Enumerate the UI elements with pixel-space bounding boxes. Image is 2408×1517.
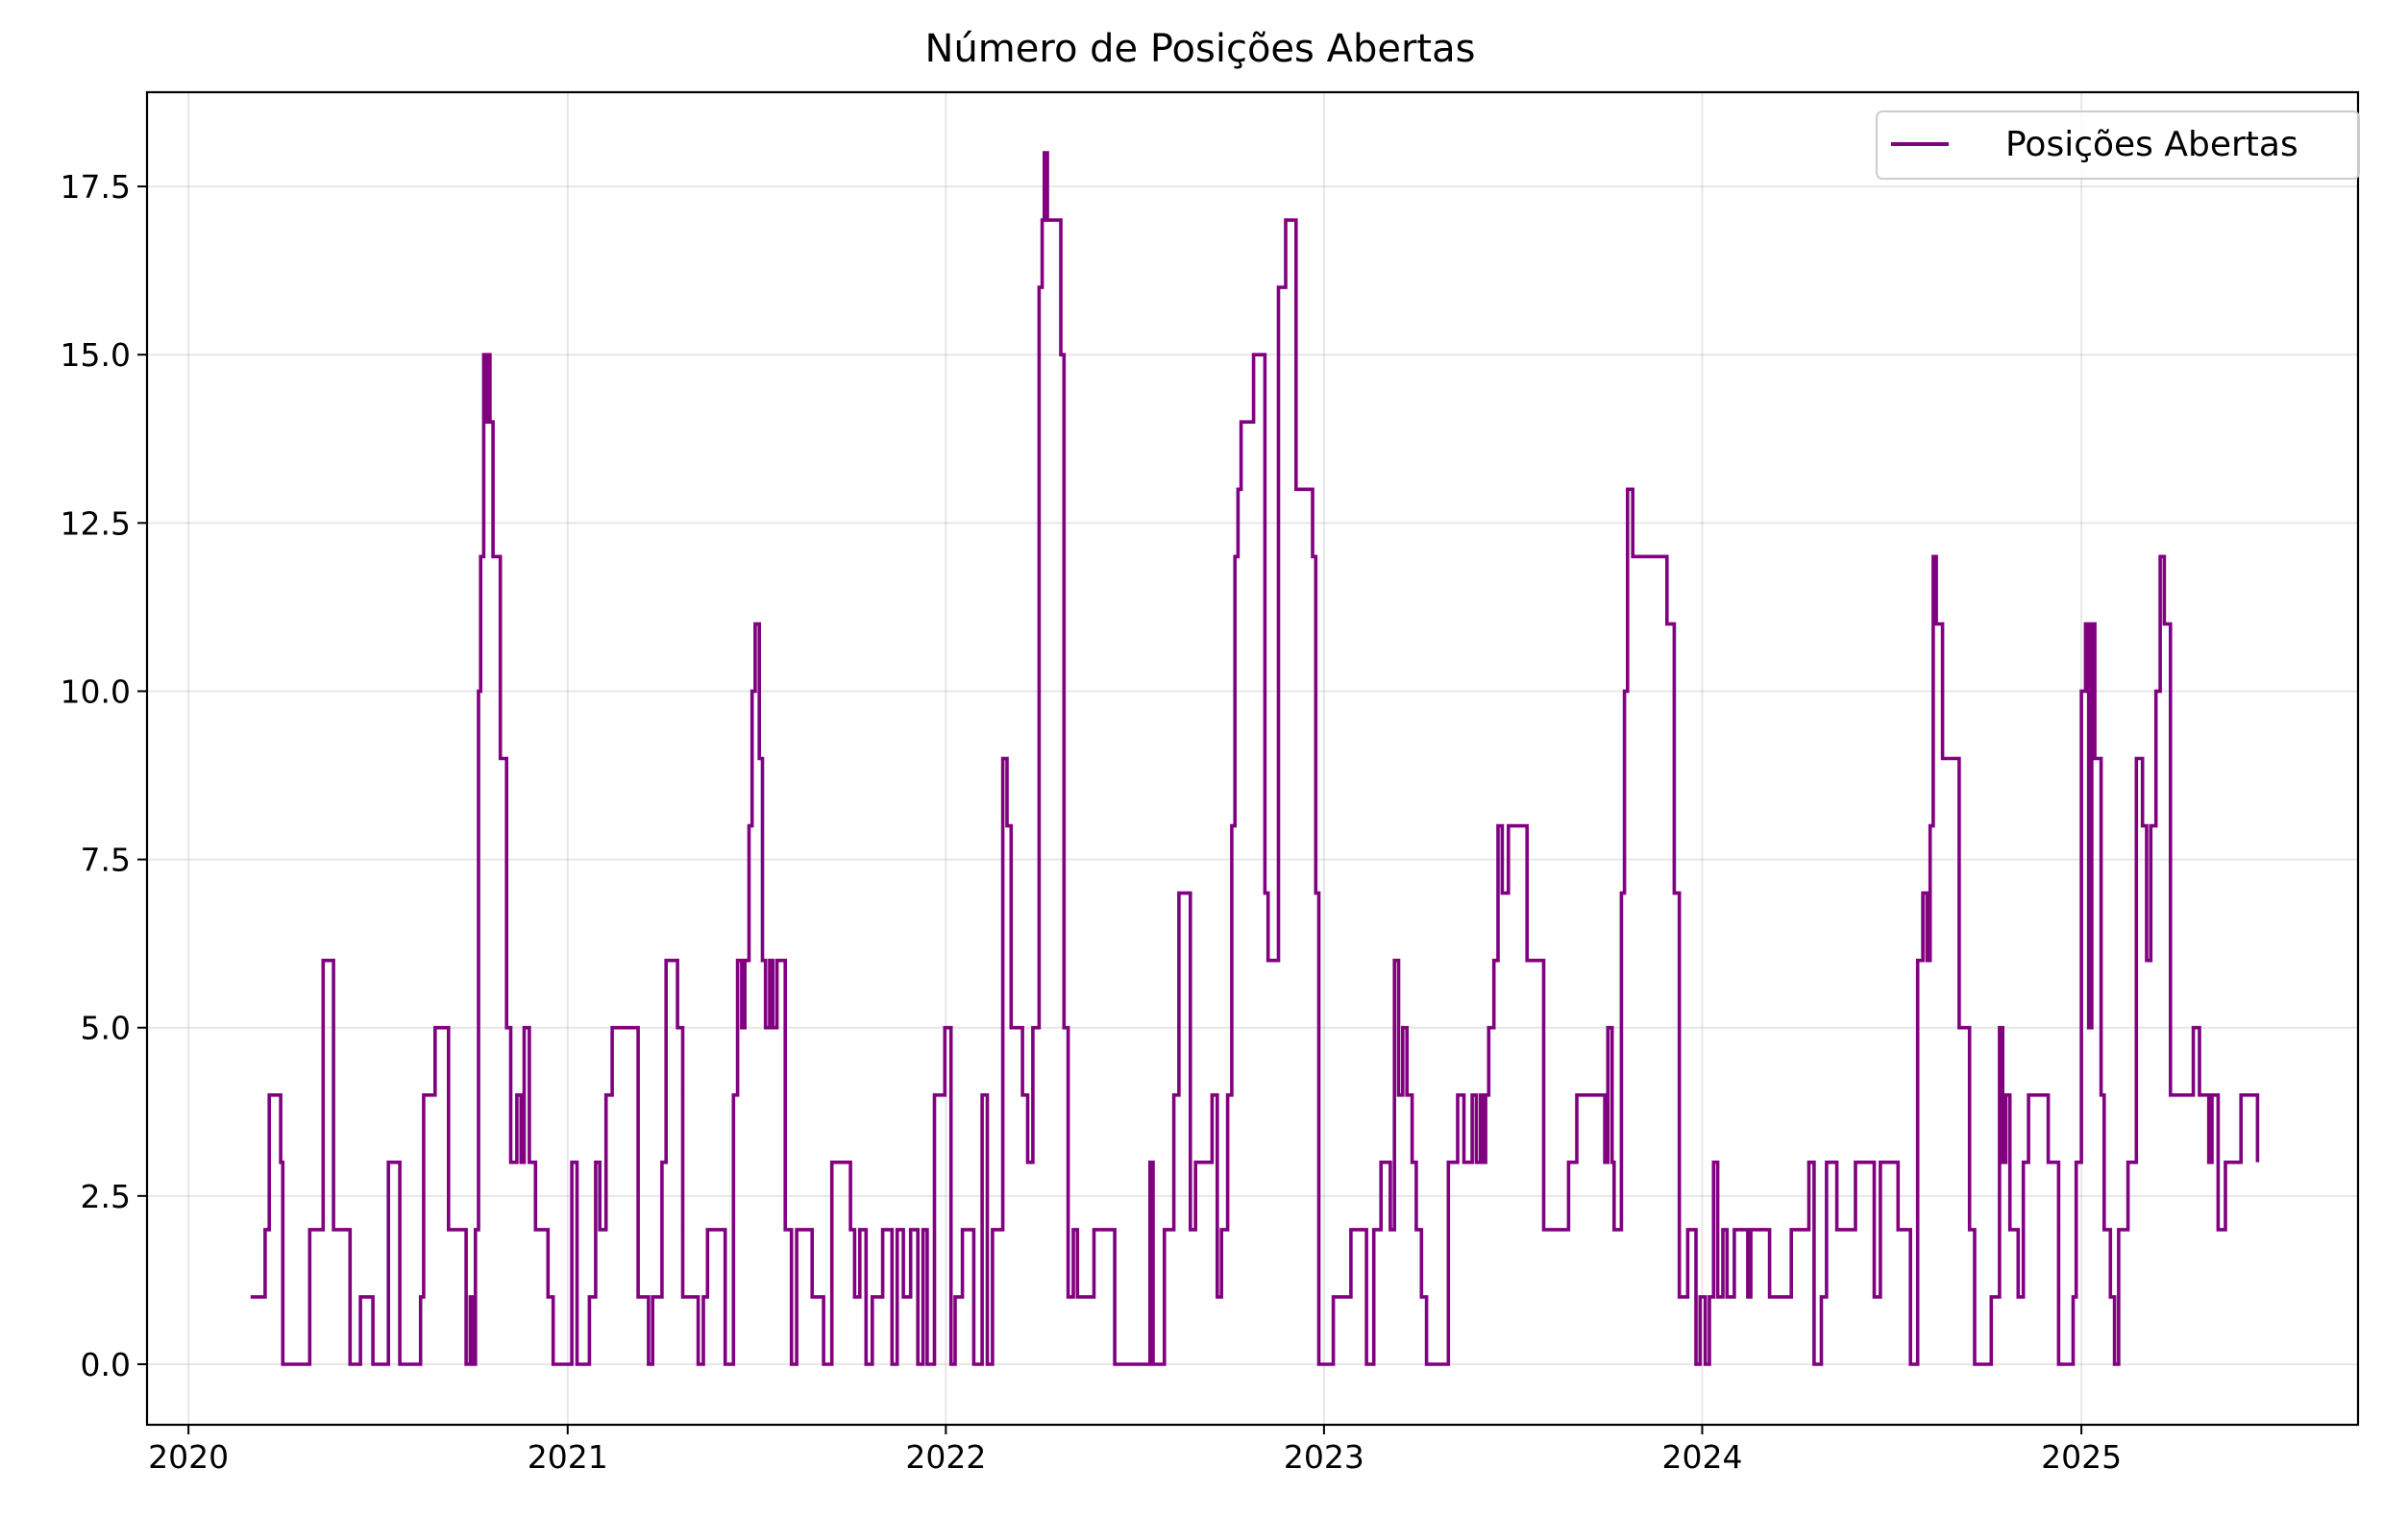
series-line [250, 151, 2260, 1366]
legend[interactable]: Posições Abertas [1876, 110, 2360, 180]
y-tick-label: 5.0 [81, 1010, 131, 1047]
y-tick-label: 15.0 [61, 336, 131, 374]
x-tick-label: 2025 [2041, 1438, 2122, 1476]
chart-title: Número de Posições Abertas [925, 27, 1476, 71]
y-axis-ticks: 0.0 2.5 5.0 7.5 10.0 12.5 15.0 17.5 [61, 168, 147, 1383]
x-tick-label: 2022 [905, 1438, 986, 1476]
legend-box [1876, 110, 2360, 180]
x-tick-label: 2024 [1661, 1438, 1742, 1476]
x-tick-label: 2021 [528, 1438, 608, 1476]
plot-series [250, 151, 2260, 1366]
legend-label: Posições Abertas [2005, 125, 2298, 164]
y-tick-label: 17.5 [61, 168, 131, 206]
plot-frame [145, 90, 2360, 1427]
y-tick-label: 7.5 [81, 842, 131, 879]
x-tick-label: 2023 [1284, 1438, 1364, 1476]
x-tick-label: 2020 [148, 1438, 229, 1476]
y-tick-label: 12.5 [61, 504, 131, 542]
y-tick-label: 2.5 [81, 1178, 131, 1215]
x-axis-ticks: 2020 2021 2022 2023 2024 2025 [148, 1425, 2122, 1476]
y-tick-label: 0.0 [81, 1346, 131, 1383]
y-tick-label: 10.0 [61, 673, 131, 710]
